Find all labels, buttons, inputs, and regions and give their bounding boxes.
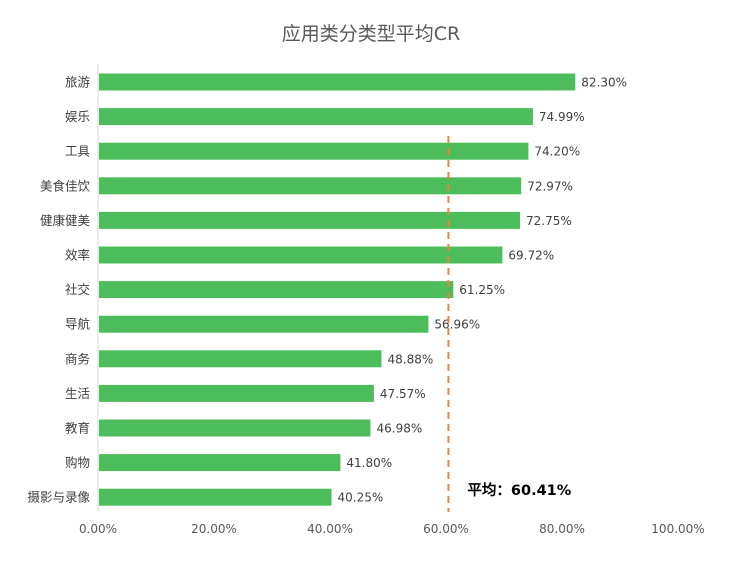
- category-label: 健康健美: [40, 213, 90, 228]
- bar: [99, 384, 374, 402]
- x-tick-label: 0.00%: [79, 522, 117, 536]
- bar: [99, 488, 332, 506]
- x-tick-label: 60.00%: [423, 522, 469, 536]
- bar: [99, 281, 454, 299]
- value-label: 61.25%: [459, 283, 505, 297]
- category-label: 娱乐: [65, 109, 90, 124]
- bar: [99, 246, 503, 264]
- category-label: 工具: [65, 144, 91, 159]
- category-label: 社交: [65, 282, 90, 297]
- category-label: 购物: [65, 455, 90, 470]
- value-label: 46.98%: [377, 422, 423, 436]
- average-label: 平均：60.41%: [467, 481, 571, 499]
- value-label: 72.75%: [526, 214, 572, 228]
- value-label: 56.96%: [434, 318, 480, 332]
- value-label: 69.72%: [508, 249, 554, 263]
- value-label: 74.20%: [534, 145, 580, 159]
- bar: [99, 211, 520, 229]
- value-label: 74.99%: [539, 110, 585, 124]
- bar: [99, 142, 529, 160]
- category-label: 美食佳饮: [40, 178, 91, 193]
- category-label: 生活: [65, 386, 90, 401]
- value-label: 47.57%: [380, 387, 426, 401]
- bar: [99, 454, 341, 472]
- plot-area: 旅游 82.30% 娱乐 74.99% 工具 74.20% 美食佳饮 72.97% 健康健美 72…: [27, 64, 705, 536]
- x-tick-label: 80.00%: [539, 522, 585, 536]
- bar: [99, 177, 522, 195]
- category-label: 摄影与录像: [27, 490, 90, 505]
- chart-title: 应用类分类型平均CR: [282, 23, 460, 45]
- value-label: 72.97%: [527, 179, 573, 193]
- x-tick-label: 40.00%: [307, 522, 353, 536]
- value-label: 40.25%: [338, 491, 384, 505]
- category-label: 旅游: [65, 75, 91, 90]
- value-label: 41.80%: [346, 456, 392, 470]
- bar: [99, 419, 371, 437]
- category-label: 效率: [65, 248, 90, 263]
- x-tick-label: 20.00%: [191, 522, 237, 536]
- bar: [99, 315, 429, 333]
- x-tick-label: 100.00%: [651, 522, 704, 536]
- bar: [99, 108, 533, 126]
- value-label: 82.30%: [581, 76, 627, 90]
- category-label: 教育: [65, 421, 90, 436]
- bar: [99, 350, 382, 368]
- category-label: 商务: [65, 351, 90, 366]
- category-label: 导航: [65, 317, 91, 332]
- bar: [99, 73, 576, 91]
- value-label: 48.88%: [388, 352, 434, 366]
